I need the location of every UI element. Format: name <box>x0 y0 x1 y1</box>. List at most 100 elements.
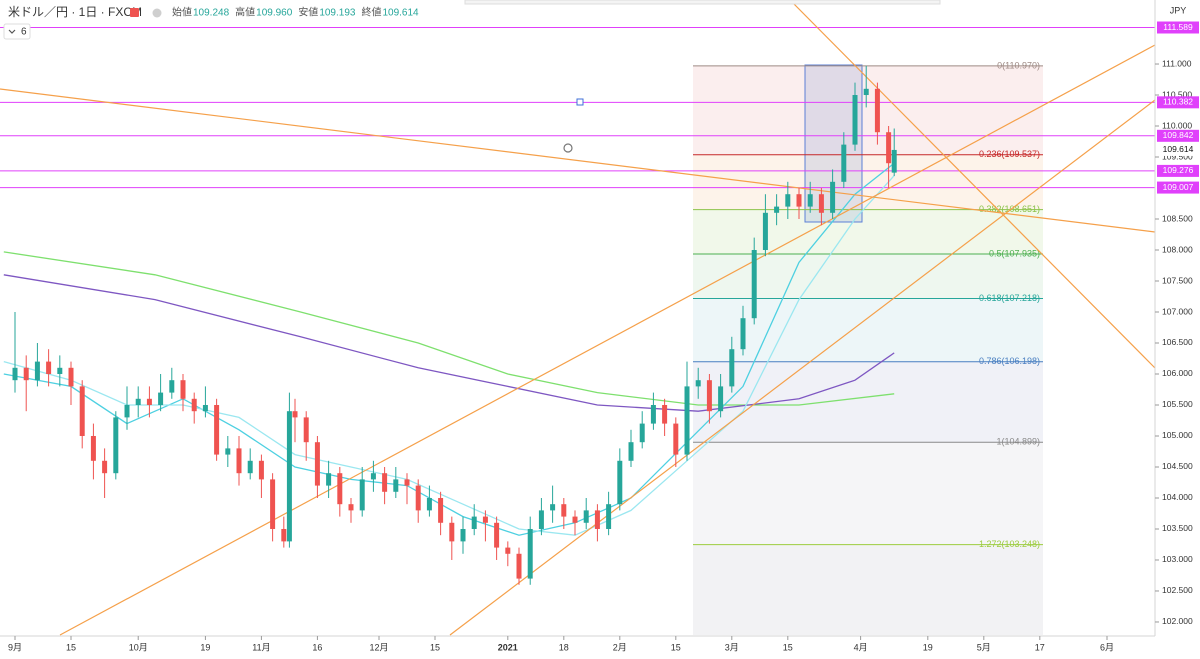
candle-body <box>740 318 746 350</box>
x-tick-label: 3月 <box>725 642 739 652</box>
fib-zone <box>693 361 1043 443</box>
price-badge-label: 109.842 <box>1163 130 1194 140</box>
fib-label: 0.382(108.651) <box>979 204 1040 214</box>
candle-body <box>34 361 40 381</box>
x-tick-label: 15 <box>783 642 793 652</box>
visibility-icon[interactable] <box>152 8 162 18</box>
price-badges: 111.589 110.382 109.842 109.276 109.007 109.6… <box>1157 21 1199 194</box>
symbol-title[interactable]: 米ドル／円 · 1日 · FXCM <box>8 5 142 19</box>
candle-body <box>863 88 869 96</box>
candle-body <box>270 479 276 529</box>
y-tick-label: 110.000 <box>1162 120 1192 130</box>
fib-label: 0.786(106.198) <box>979 356 1040 366</box>
candle-body <box>46 361 52 374</box>
indicator-toggle-box <box>3 23 31 40</box>
candle-body <box>650 404 656 424</box>
y-tick-label: 106.500 <box>1162 337 1193 347</box>
candle-body <box>505 547 511 554</box>
candle-body <box>818 194 824 213</box>
x-tick-label: 11月 <box>252 642 270 652</box>
trend-line <box>449 99 1156 636</box>
y-tick-label: 109.500 <box>1162 151 1193 161</box>
indicator-toggle[interactable]: 6 <box>3 23 31 40</box>
candle-body <box>639 423 645 443</box>
price-badge <box>1157 164 1199 177</box>
y-tick-label: 105.000 <box>1162 430 1193 440</box>
candle-body <box>370 473 376 480</box>
candle-body <box>891 149 897 173</box>
candle-body <box>449 522 455 542</box>
market-status-icon[interactable] <box>130 8 139 17</box>
toolbar-edge <box>464 0 941 5</box>
fib-label: 1.272(103.248) <box>979 539 1040 549</box>
candle-body <box>852 95 858 145</box>
candle-body <box>662 404 668 424</box>
price-badge-label: 109.276 <box>1163 165 1194 175</box>
y-tick-label: 104.000 <box>1162 492 1193 502</box>
candle-body <box>415 485 421 511</box>
legend-value: 109.193 <box>319 8 356 19</box>
candle-body <box>751 250 757 319</box>
candle-body <box>762 212 768 251</box>
price-axis <box>1155 0 1200 659</box>
y-tick-label: 103.000 <box>1162 554 1193 564</box>
candle-body <box>337 473 343 505</box>
x-tick-label: 15 <box>430 642 440 652</box>
legend-label: 始値 <box>172 6 192 19</box>
candle-body <box>214 404 220 455</box>
candle-body <box>57 367 63 374</box>
candle-body <box>348 504 354 511</box>
candle-body <box>796 194 802 207</box>
fib-zone <box>693 544 1043 635</box>
y-tick-label: 111.000 <box>1162 58 1192 68</box>
candle-body <box>303 417 309 443</box>
price-badge <box>1157 96 1199 109</box>
axis-labels: 102.000 102.500 103.000 103.500 104.000 104.5… <box>8 58 1193 652</box>
candle-body <box>807 194 813 207</box>
alarm-icon[interactable] <box>563 143 573 153</box>
x-tick-label: 2月 <box>613 642 627 652</box>
candle-body <box>482 516 488 523</box>
candle-body <box>124 404 130 418</box>
candle-body <box>785 194 791 207</box>
candle-body <box>113 417 119 474</box>
price-badge <box>1157 129 1199 142</box>
candle-body <box>729 349 735 387</box>
candle-body <box>516 553 522 579</box>
fib-zones <box>693 65 1043 635</box>
candle-body <box>471 516 477 529</box>
candle-body <box>359 479 365 511</box>
y-tick-label: 103.500 <box>1162 523 1193 533</box>
candle-body <box>886 132 892 164</box>
candle-body <box>538 510 544 529</box>
candle-body <box>404 479 410 486</box>
ohlc-legend: 始値 109.248 高値 109.960 安値 109.193 終値 109.614 <box>172 6 419 19</box>
candle-body <box>718 386 724 412</box>
price-badge <box>1157 181 1199 194</box>
candle-body <box>286 411 292 542</box>
y-tick-label: 104.500 <box>1162 461 1193 471</box>
candle-body <box>393 479 399 492</box>
fib-zone <box>693 254 1043 299</box>
fib-zone <box>693 65 1043 155</box>
candle-body <box>180 380 186 399</box>
time-axis <box>0 636 1155 659</box>
candle-body <box>281 528 287 542</box>
x-tick-label: 19 <box>200 642 210 652</box>
candle-body <box>706 380 712 412</box>
x-tick-label: 10月 <box>129 642 148 652</box>
y-tick-label: 106.000 <box>1162 368 1193 378</box>
y-tick-label: 102.000 <box>1162 616 1193 626</box>
fib-label: 0(110.970) <box>997 60 1040 70</box>
horizontal-lines <box>0 27 1155 189</box>
candle-body <box>438 497 444 523</box>
currency-label: JPY <box>1170 5 1187 15</box>
candle-body <box>158 392 164 405</box>
drawing-handle[interactable] <box>576 98 584 106</box>
y-tick-label: 107.000 <box>1162 306 1193 316</box>
chevron-icon <box>8 29 16 34</box>
candle-body <box>68 367 74 387</box>
alarm-icon-body <box>563 143 573 153</box>
